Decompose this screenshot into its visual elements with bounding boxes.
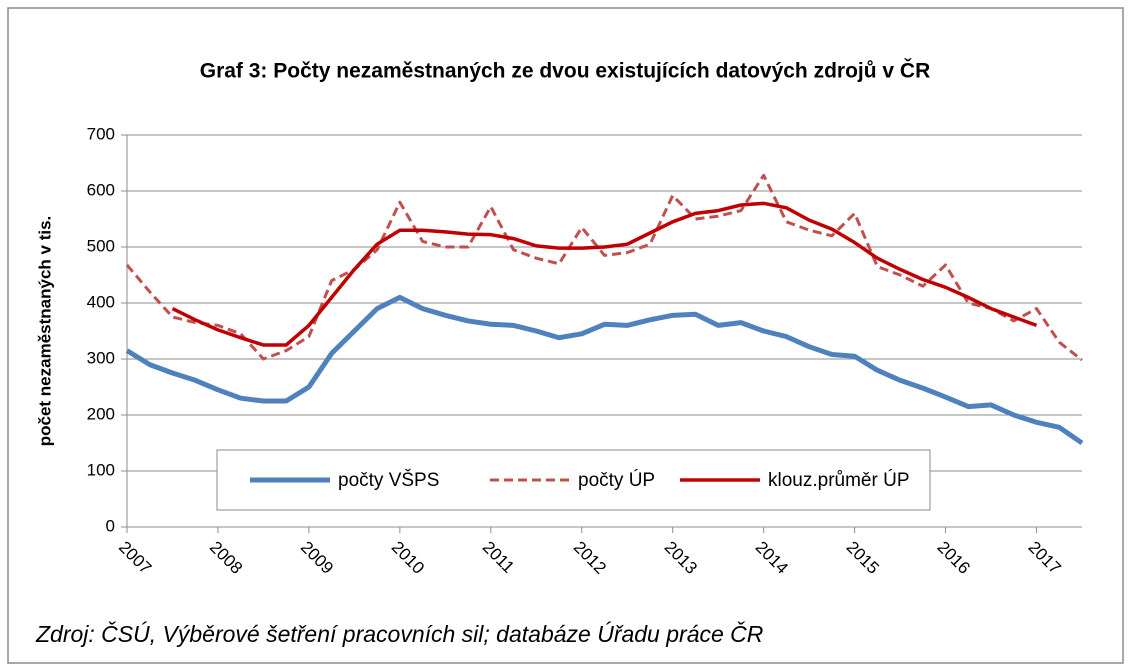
source-note: Zdroj: ČSÚ, Výběrové šetření pracovních … xyxy=(35,620,763,647)
y-tick-label: 400 xyxy=(87,292,115,311)
legend-label: klouz.průměr ÚP xyxy=(768,469,910,491)
legend-box xyxy=(216,449,931,511)
y-tick-label: 700 xyxy=(87,124,115,143)
chart-title: Graf 3: Počty nezaměstnaných ze dvou exi… xyxy=(200,59,931,83)
y-tick-label: 0 xyxy=(106,516,115,535)
y-axis-label: počet nezaměstnaných v tis. xyxy=(35,216,54,447)
y-tick-label: 600 xyxy=(87,180,115,199)
series-line xyxy=(125,173,1083,362)
series-line xyxy=(125,294,1084,446)
y-tick-label: 300 xyxy=(87,348,115,367)
legend-label: počty ÚP xyxy=(578,469,655,491)
series-line xyxy=(171,201,1038,347)
y-tick-label: 200 xyxy=(87,404,115,423)
y-tick-label: 500 xyxy=(87,236,115,255)
y-tick-label: 100 xyxy=(87,460,115,479)
legend-label: počty VŠPS xyxy=(338,469,439,491)
